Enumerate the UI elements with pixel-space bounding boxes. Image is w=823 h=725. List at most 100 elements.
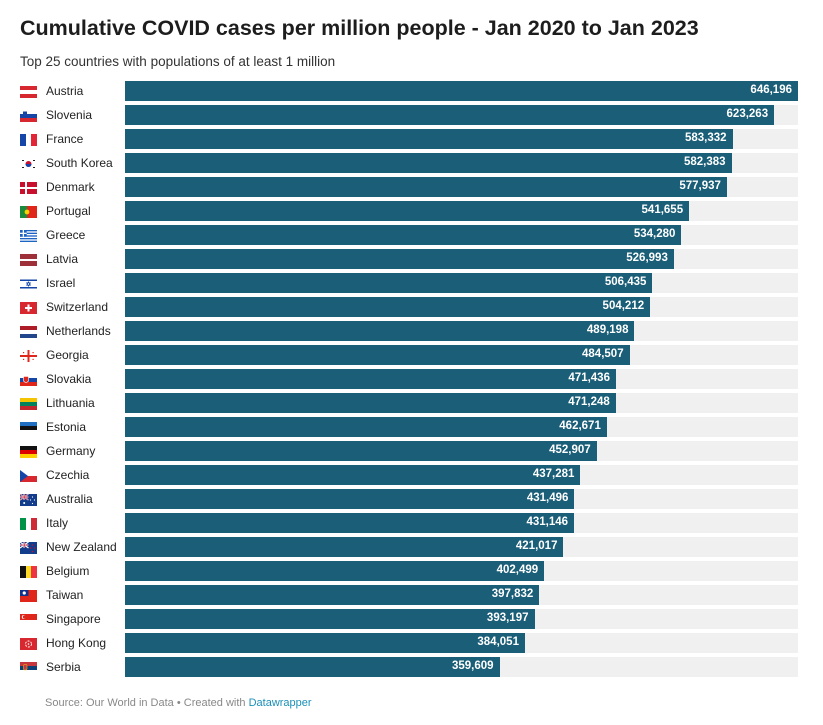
chart-title: Cumulative COVID cases per million peopl… (20, 16, 699, 40)
bar: 646,196 (125, 81, 798, 101)
bar-row: Italy 431,146 (0, 512, 823, 536)
bar-row: Switzerland 504,212 (0, 296, 823, 320)
country-label: Germany (46, 444, 96, 458)
georgia-flag-icon (20, 350, 37, 362)
value-label: 437,281 (532, 468, 575, 480)
bar-row: Portugal 541,655 (0, 200, 823, 224)
bar-row: Slovakia 471,436 (0, 368, 823, 392)
bar-row: Georgia 484,507 (0, 344, 823, 368)
hong-kong-flag-icon (20, 638, 37, 650)
value-label: 431,146 (526, 516, 569, 528)
bar-row: Slovenia 623,263 (0, 104, 823, 128)
italy-flag-icon (20, 518, 37, 530)
bar: 489,198 (125, 321, 635, 341)
value-label: 421,017 (515, 540, 558, 552)
value-label: 402,499 (496, 564, 539, 576)
bar-track: 402,499 (125, 561, 798, 581)
chart-subtitle: Top 25 countries with populations of at … (20, 54, 336, 69)
bar-row: Belgium 402,499 (0, 560, 823, 584)
lithuania-flag-icon (20, 398, 37, 410)
bar-row: New Zealand 421,017 (0, 536, 823, 560)
netherlands-flag-icon (20, 326, 37, 338)
bar: 623,263 (125, 105, 775, 125)
country-label: Estonia (46, 420, 87, 434)
value-label: 359,609 (451, 660, 494, 672)
austria-flag-icon (20, 86, 37, 98)
bar: 582,383 (125, 153, 732, 173)
bar: 506,435 (125, 273, 653, 293)
bar-track: 506,435 (125, 273, 798, 293)
value-label: 471,248 (568, 396, 610, 408)
bar-track: 452,907 (125, 441, 798, 461)
bar-row: Greece 534,280 (0, 224, 823, 248)
value-label: 541,655 (641, 204, 684, 216)
greece-flag-icon (20, 230, 37, 242)
value-label: 504,212 (602, 300, 645, 312)
bar-row: Latvia 526,993 (0, 248, 823, 272)
bar: 577,937 (125, 177, 727, 197)
slovenia-flag-icon (20, 110, 37, 122)
value-label: 384,051 (477, 636, 519, 648)
bar-row: South Korea 582,383 (0, 152, 823, 176)
country-label: France (46, 132, 84, 146)
country-label: Lithuania (46, 396, 95, 410)
country-label: Denmark (46, 180, 95, 194)
france-flag-icon (20, 134, 37, 146)
germany-flag-icon (20, 446, 37, 458)
bar-row: Singapore 393,197 (0, 608, 823, 632)
portugal-flag-icon (20, 206, 37, 218)
value-label: 506,435 (604, 276, 647, 288)
value-label: 582,383 (683, 156, 726, 168)
singapore-flag-icon (20, 614, 37, 626)
israel-flag-icon (20, 278, 37, 290)
value-label: 393,197 (486, 612, 529, 624)
bar-track: 397,832 (125, 585, 798, 605)
source-footer: Source: Our World in Data • Created with… (45, 697, 312, 709)
value-label: 577,937 (679, 180, 721, 192)
country-label: Switzerland (46, 300, 109, 314)
serbia-flag-icon (20, 662, 37, 674)
bar-track: 582,383 (125, 153, 798, 173)
latvia-flag-icon (20, 254, 37, 266)
country-label: New Zealand (46, 540, 117, 554)
value-label: 526,993 (626, 252, 668, 264)
country-label: Taiwan (46, 588, 84, 602)
bar: 452,907 (125, 441, 597, 461)
bar-track: 384,051 (125, 633, 798, 653)
value-label: 489,198 (586, 324, 629, 336)
bar: 384,051 (125, 633, 525, 653)
bar-track: 484,507 (125, 345, 798, 365)
bar-track: 431,496 (125, 489, 798, 509)
bar-row: Czechia 437,281 (0, 464, 823, 488)
bar: 359,609 (125, 657, 500, 677)
bar: 484,507 (125, 345, 630, 365)
south-korea-flag-icon (20, 158, 37, 170)
bar-row: France 583,332 (0, 128, 823, 152)
country-label: Latvia (46, 252, 79, 266)
country-label: Slovakia (46, 372, 92, 386)
bar-track: 526,993 (125, 249, 798, 269)
bar: 504,212 (125, 297, 651, 317)
bar-track: 393,197 (125, 609, 798, 629)
country-label: Serbia (46, 660, 81, 674)
value-label: 583,332 (684, 132, 727, 144)
value-label: 397,832 (491, 588, 534, 600)
bar-row: Hong Kong 384,051 (0, 632, 823, 656)
bar-track: 471,436 (125, 369, 798, 389)
bar-row: Denmark 577,937 (0, 176, 823, 200)
country-label: Georgia (46, 348, 89, 362)
switzerland-flag-icon (20, 302, 37, 314)
bar-row: Australia 431,496 (0, 488, 823, 512)
country-label: Greece (46, 228, 86, 242)
bar-row: Serbia 359,609 (0, 656, 823, 680)
country-label: Czechia (46, 468, 90, 482)
datawrapper-link[interactable]: Datawrapper (248, 697, 312, 709)
bar: 431,496 (125, 489, 575, 509)
country-label: Israel (46, 276, 76, 290)
denmark-flag-icon (20, 182, 37, 194)
value-label: 484,507 (582, 348, 624, 360)
country-label: South Korea (46, 156, 113, 170)
bar-track: 462,671 (125, 417, 798, 437)
bar: 471,248 (125, 393, 616, 413)
country-label: Australia (46, 492, 93, 506)
